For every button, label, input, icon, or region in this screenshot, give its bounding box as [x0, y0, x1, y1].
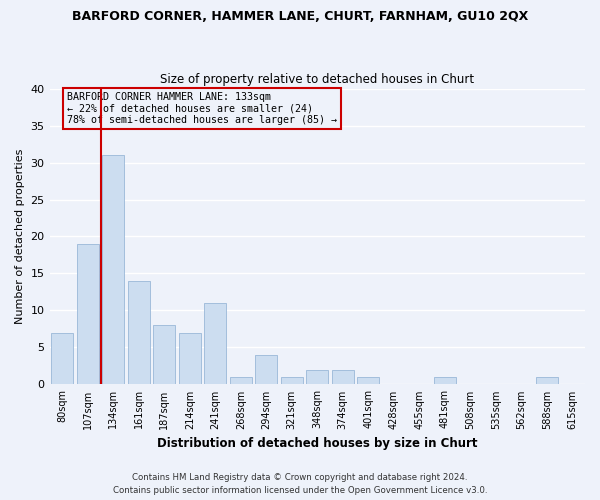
Bar: [434, 377, 455, 384]
Title: Size of property relative to detached houses in Churt: Size of property relative to detached ho…: [160, 73, 475, 86]
Bar: [358, 377, 379, 384]
Bar: [230, 377, 251, 384]
Y-axis label: Number of detached properties: Number of detached properties: [15, 149, 25, 324]
Bar: [77, 244, 98, 384]
Bar: [52, 332, 73, 384]
Bar: [205, 303, 226, 384]
Bar: [103, 155, 124, 384]
X-axis label: Distribution of detached houses by size in Churt: Distribution of detached houses by size …: [157, 437, 478, 450]
Text: BARFORD CORNER HAMMER LANE: 133sqm
← 22% of detached houses are smaller (24)
78%: BARFORD CORNER HAMMER LANE: 133sqm ← 22%…: [67, 92, 337, 126]
Bar: [307, 370, 328, 384]
Text: Contains HM Land Registry data © Crown copyright and database right 2024.
Contai: Contains HM Land Registry data © Crown c…: [113, 474, 487, 495]
Bar: [256, 355, 277, 384]
Bar: [281, 377, 302, 384]
Bar: [154, 326, 175, 384]
Bar: [128, 281, 149, 384]
Text: BARFORD CORNER, HAMMER LANE, CHURT, FARNHAM, GU10 2QX: BARFORD CORNER, HAMMER LANE, CHURT, FARN…: [72, 10, 528, 23]
Bar: [332, 370, 353, 384]
Bar: [536, 377, 557, 384]
Bar: [179, 332, 200, 384]
